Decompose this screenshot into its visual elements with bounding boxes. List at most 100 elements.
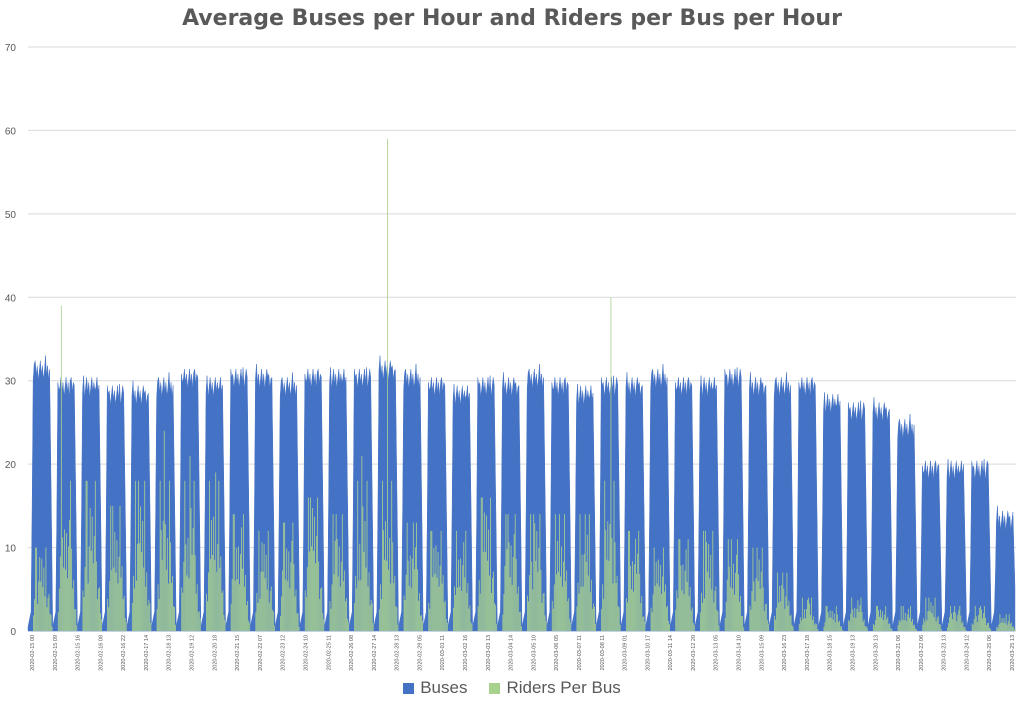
- riders-bar: [1009, 623, 1011, 631]
- riders-bar: [354, 602, 356, 631]
- riders-bar: [510, 545, 512, 631]
- riders-bar: [643, 616, 645, 631]
- riders-bar: [782, 572, 784, 631]
- x-tick-label: 2020-03-18 15: [828, 635, 834, 671]
- riders-bar: [514, 514, 516, 631]
- riders-bar: [743, 627, 745, 631]
- riders-bar: [446, 622, 448, 631]
- riders-bar: [148, 599, 150, 631]
- riders-bar: [141, 551, 143, 631]
- riders-bar: [507, 514, 509, 631]
- riders-bar: [247, 601, 249, 631]
- riders-bar: [613, 480, 615, 631]
- riders-bar: [532, 589, 534, 631]
- riders-bar: [216, 571, 218, 631]
- x-tick-label: 2020-02-17 14: [144, 635, 150, 671]
- x-tick-label: 2020-03-20 13: [873, 635, 879, 671]
- riders-bar: [750, 609, 752, 631]
- riders-bar: [330, 608, 332, 631]
- riders-bar: [780, 601, 782, 631]
- x-tick-label: 2020-03-07 11: [577, 635, 583, 670]
- riders-bar: [606, 559, 608, 631]
- riders-bar: [86, 480, 88, 631]
- riders-bar: [149, 603, 151, 631]
- riders-bar: [588, 514, 590, 631]
- riders-bar: [356, 588, 358, 631]
- legend-swatch-riders: [489, 682, 501, 694]
- riders-bar: [143, 567, 145, 631]
- riders-bar: [539, 514, 541, 631]
- riders-bar: [41, 558, 43, 631]
- riders-bar: [908, 617, 910, 631]
- y-axis: 0 10 20 30 40 50 60 70: [5, 43, 17, 638]
- riders-bar: [509, 577, 511, 631]
- riders-bar: [150, 622, 152, 631]
- riders-bar: [987, 623, 988, 631]
- riders-bar: [166, 537, 168, 631]
- x-tick-label: 2020-03-10 17: [645, 635, 651, 671]
- riders-bar: [313, 550, 314, 631]
- riders-bar: [156, 609, 158, 631]
- riders-bar: [309, 497, 311, 631]
- riders-series: [33, 138, 1016, 631]
- riders-bar: [1014, 629, 1016, 631]
- riders-bar: [162, 521, 164, 631]
- riders-bar: [64, 529, 65, 631]
- riders-bar: [875, 620, 876, 631]
- riders-bar: [709, 578, 711, 631]
- riders-bar: [706, 542, 708, 631]
- riders-bar: [803, 609, 805, 631]
- riders-bar: [956, 621, 958, 631]
- riders-bar: [47, 597, 49, 631]
- riders-bar: [428, 602, 430, 631]
- riders-bar: [286, 548, 288, 631]
- x-tick-label: 2020-03-23 13: [942, 635, 948, 671]
- riders-bar: [853, 617, 855, 631]
- riders-bar: [439, 565, 441, 631]
- riders-bar: [601, 609, 603, 631]
- riders-bar: [578, 593, 580, 631]
- riders-bar: [389, 537, 391, 631]
- riders-bar: [418, 600, 419, 631]
- riders-bar: [292, 522, 294, 631]
- riders-bar: [118, 556, 120, 631]
- y-tick-label: 50: [5, 210, 17, 221]
- riders-bar: [664, 591, 665, 631]
- riders-bar: [295, 589, 297, 631]
- riders-bar: [192, 527, 194, 631]
- riders-bar: [889, 623, 891, 631]
- riders-bar: [817, 628, 819, 631]
- riders-bar: [981, 609, 982, 631]
- riders-bar: [185, 544, 187, 631]
- riders-bar: [799, 617, 801, 631]
- riders-bar: [978, 607, 980, 631]
- riders-bar: [257, 603, 259, 631]
- riders-bar: [393, 583, 395, 631]
- riders-bar: [604, 480, 606, 631]
- riders-bar: [111, 570, 113, 631]
- riders-bar: [471, 624, 473, 631]
- riders-bar: [545, 620, 547, 631]
- riders-bar: [262, 571, 264, 631]
- riders-bar: [508, 542, 510, 631]
- x-tick-label: 2020-02-15 00: [30, 635, 36, 671]
- riders-bar: [754, 601, 756, 631]
- x-tick-label: 2020-02-29 05: [417, 635, 423, 671]
- riders-bar: [911, 621, 912, 631]
- riders-bar: [70, 480, 72, 631]
- riders-bar: [883, 619, 885, 631]
- riders-bar: [358, 580, 360, 631]
- riders-bar: [972, 624, 974, 631]
- y-tick-label: 0: [10, 627, 16, 638]
- riders-bar: [878, 610, 879, 631]
- riders-bar: [362, 506, 364, 631]
- riders-bar: [715, 586, 717, 631]
- legend-swatch-buses: [403, 682, 415, 694]
- riders-bar: [466, 593, 468, 631]
- riders-bar: [873, 625, 875, 631]
- legend: Buses Riders Per Bus: [0, 678, 1024, 698]
- riders-bar: [586, 534, 588, 631]
- riders-bar: [116, 540, 118, 631]
- riders-bar: [383, 530, 384, 631]
- riders-bar: [215, 472, 217, 631]
